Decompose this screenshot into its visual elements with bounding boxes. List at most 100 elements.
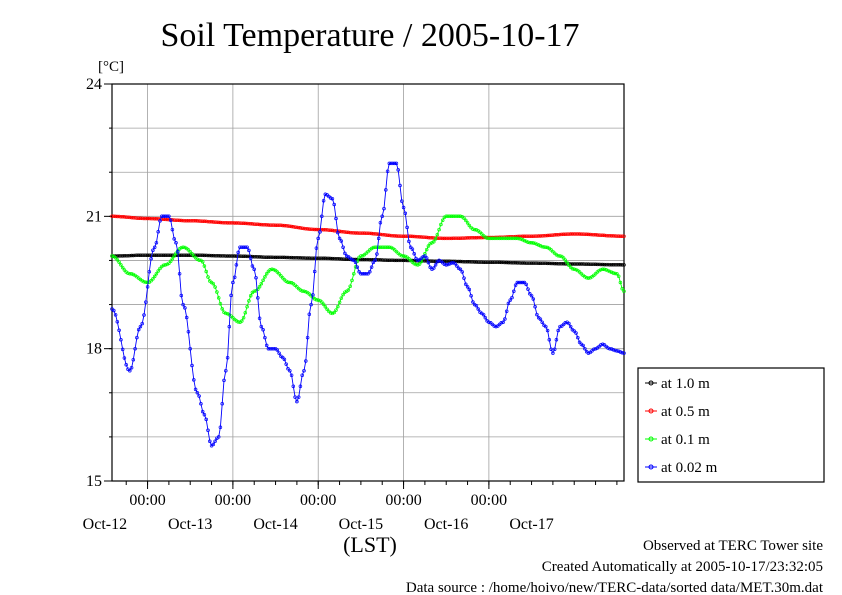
data-point bbox=[259, 222, 264, 227]
data-point bbox=[298, 256, 303, 260]
data-point bbox=[620, 286, 624, 291]
data-point bbox=[364, 271, 368, 276]
data-point bbox=[240, 254, 244, 258]
data-point bbox=[618, 234, 623, 238]
data-point bbox=[234, 319, 239, 323]
data-point bbox=[248, 256, 253, 260]
data-point bbox=[286, 280, 290, 284]
data-point bbox=[296, 225, 301, 230]
data-point bbox=[330, 228, 335, 233]
data-point bbox=[263, 275, 267, 279]
data-point bbox=[188, 250, 192, 254]
data-point bbox=[451, 236, 456, 241]
data-point bbox=[385, 233, 390, 237]
data-point bbox=[451, 260, 456, 265]
data-point bbox=[142, 253, 146, 257]
data-point bbox=[135, 216, 139, 220]
data-point bbox=[288, 280, 292, 285]
data-point bbox=[218, 254, 223, 258]
data-point bbox=[337, 236, 342, 241]
data-point bbox=[174, 241, 178, 245]
data-point bbox=[177, 271, 182, 276]
data-point bbox=[280, 355, 285, 360]
data-point bbox=[192, 254, 196, 258]
data-point bbox=[426, 244, 431, 248]
data-point bbox=[430, 259, 434, 263]
data-point bbox=[437, 236, 441, 240]
data-point bbox=[549, 261, 553, 266]
data-point bbox=[295, 225, 299, 230]
data-point bbox=[620, 263, 624, 267]
data-point bbox=[170, 227, 175, 232]
data-point bbox=[215, 290, 219, 294]
data-point bbox=[238, 254, 242, 258]
data-point bbox=[622, 263, 626, 267]
data-point bbox=[613, 271, 617, 276]
data-point bbox=[325, 256, 329, 261]
data-point bbox=[168, 259, 173, 263]
data-point bbox=[156, 253, 160, 257]
data-point bbox=[366, 231, 370, 236]
data-point bbox=[261, 328, 265, 332]
data-point bbox=[321, 198, 326, 203]
data-point bbox=[563, 232, 568, 236]
data-point bbox=[391, 258, 395, 263]
data-point bbox=[149, 253, 153, 257]
data-point bbox=[302, 289, 306, 294]
data-point bbox=[453, 214, 457, 219]
data-point bbox=[208, 439, 212, 443]
data-point bbox=[396, 234, 400, 238]
series-line bbox=[111, 162, 625, 447]
data-point bbox=[417, 235, 422, 239]
data-point bbox=[311, 293, 315, 297]
data-point bbox=[204, 269, 208, 274]
data-point bbox=[366, 257, 370, 262]
data-point bbox=[264, 255, 269, 259]
data-point bbox=[120, 265, 125, 270]
data-point bbox=[428, 241, 432, 246]
data-point bbox=[128, 253, 132, 258]
data-point bbox=[401, 254, 406, 258]
data-point bbox=[225, 221, 230, 225]
data-point bbox=[355, 231, 360, 235]
data-point bbox=[499, 321, 504, 325]
data-point bbox=[252, 289, 256, 294]
data-point bbox=[449, 214, 454, 219]
data-point bbox=[325, 228, 329, 232]
data-point bbox=[291, 384, 296, 388]
data-point bbox=[304, 256, 308, 260]
data-point bbox=[337, 257, 342, 261]
data-point bbox=[570, 267, 575, 271]
data-point bbox=[412, 252, 416, 256]
data-point bbox=[529, 241, 534, 245]
data-point bbox=[611, 348, 616, 352]
data-point bbox=[257, 316, 262, 320]
data-point bbox=[161, 263, 166, 268]
data-point bbox=[245, 305, 249, 309]
data-point bbox=[602, 262, 607, 267]
data-point bbox=[407, 239, 411, 244]
data-point bbox=[382, 206, 386, 211]
data-point bbox=[224, 311, 228, 316]
data-point bbox=[152, 245, 157, 249]
data-point bbox=[408, 234, 413, 239]
data-point bbox=[359, 254, 363, 258]
x-tick-date-label: Oct-17 bbox=[509, 516, 553, 533]
data-point bbox=[453, 261, 457, 266]
data-point bbox=[357, 269, 361, 274]
data-point bbox=[213, 285, 217, 289]
legend-marker bbox=[648, 464, 654, 470]
data-point bbox=[380, 258, 384, 262]
data-point bbox=[476, 307, 480, 311]
data-point bbox=[314, 227, 319, 232]
data-point bbox=[227, 324, 232, 329]
data-point bbox=[549, 233, 553, 237]
data-point bbox=[533, 241, 537, 246]
data-point bbox=[592, 347, 596, 352]
data-point bbox=[220, 254, 224, 258]
data-point bbox=[184, 253, 189, 257]
data-point bbox=[544, 233, 548, 238]
data-point bbox=[483, 260, 488, 264]
data-point bbox=[270, 223, 274, 227]
data-point bbox=[145, 253, 150, 257]
